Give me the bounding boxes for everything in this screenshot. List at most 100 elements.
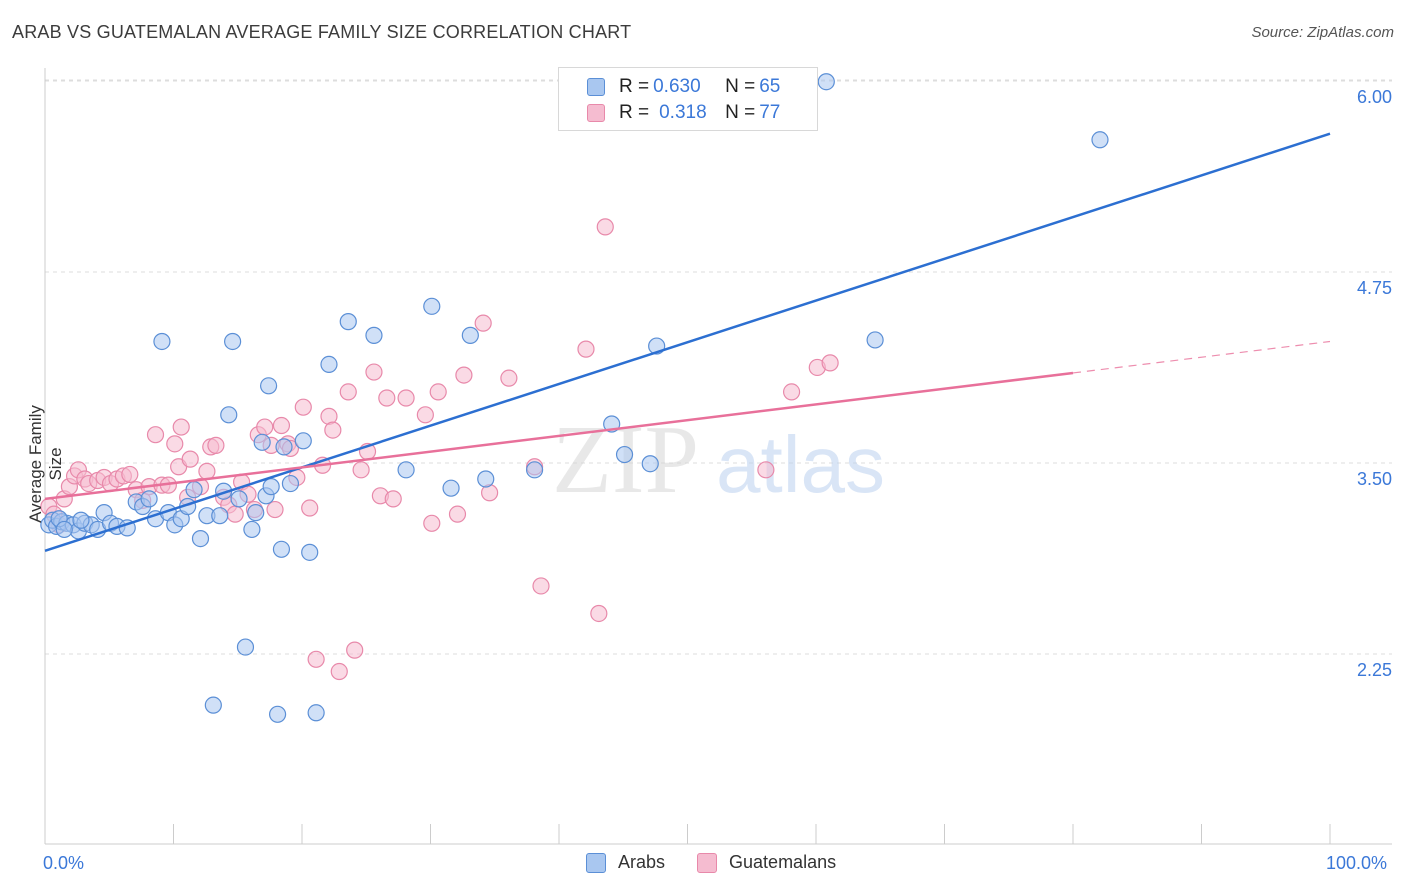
point-arabs [72,511,90,529]
point-guatemalans [146,426,165,444]
trendline-arabs [44,132,1331,553]
point-guatemalans [590,604,608,623]
point-guatemalans [455,366,473,384]
point-arabs [1091,131,1109,149]
point-guatemalans [226,505,244,523]
point-guatemalans [324,421,342,439]
r-label: R = [619,76,650,97]
stats-legend-row-guatemalans: R = 0.318 N = 77 [587,101,780,125]
stats-legend-row-arabs: R = 0.630 N = 65 [587,75,780,99]
point-guatemalans [577,340,595,358]
legend-label-arabs: Arabs [618,852,666,872]
trend-layer [44,132,1331,553]
point-guatemalans [198,462,216,480]
point-arabs [365,326,383,344]
legend-item-guatemalans[interactable]: Guatemalans [697,852,836,873]
trendline-guatemalans [44,371,1074,501]
n-label: N = [725,102,756,123]
y-tick-labels: 2.25 3.50 4.75 6.00 [1357,87,1392,680]
y-tick-label: 2.25 [1357,660,1392,680]
point-guatemalans [166,435,184,453]
point-guatemalans [448,505,467,523]
point-guatemalans [121,465,139,484]
x-tick-label-max: 100.0% [1326,853,1388,873]
point-guatemalans [266,500,284,519]
point-arabs [259,377,278,395]
point-guatemalans [821,354,839,372]
point-arabs [817,73,835,91]
point-arabs [307,704,325,722]
point-guatemalans [307,650,325,668]
guatemalans-swatch [587,104,605,122]
point-arabs [397,461,415,479]
point-arabs [204,696,222,714]
r-value: 0.318 [659,102,707,123]
point-guatemalans [181,450,199,468]
point-guatemalans [365,363,383,381]
point-arabs [866,331,884,349]
point-guatemalans [429,383,447,401]
r-value: 0.630 [653,76,701,97]
point-arabs [55,520,73,539]
point-arabs [253,433,271,451]
point-arabs [224,332,242,351]
legend-item-arabs[interactable]: Arabs [586,852,665,873]
point-guatemalans [294,398,312,416]
y-tick-label: 6.00 [1357,87,1392,107]
point-arabs [525,461,544,479]
point-guatemalans [339,383,357,401]
point-arabs [477,470,495,488]
y-tick-label: 3.50 [1357,469,1392,489]
point-guatemalans [423,514,441,532]
stats-legend: R = 0.630 N = 65 R = 0.318 N = 77 [558,67,818,131]
legend-label-guatemalans: Guatemalans [729,852,837,872]
point-guatemalans [352,461,370,479]
point-guatemalans [207,436,225,454]
point-guatemalans [500,369,518,387]
point-arabs [461,326,479,344]
watermark-atlas: atlas [716,420,885,509]
series-legend: Arabs Guatemalans [586,852,868,873]
point-arabs [153,332,171,351]
grid-layer [45,79,1392,655]
n-value: 65 [759,76,781,97]
x-tick-label-min: 0.0% [43,853,85,873]
point-guatemalans [272,416,291,435]
point-arabs [220,406,238,424]
point-guatemalans [757,461,775,479]
point-arabs [275,438,293,456]
point-guatemalans [416,406,434,424]
point-guatemalans [384,490,402,508]
arabs-swatch [587,78,605,96]
axis-layer [44,68,1392,845]
point-arabs [281,474,300,493]
point-arabs [230,490,248,508]
point-guatemalans [346,641,364,659]
point-arabs [268,705,287,723]
point-guatemalans [397,389,415,407]
point-arabs [185,481,203,499]
point-arabs [423,297,441,315]
point-guatemalans [256,418,274,436]
point-guatemalans [532,577,550,595]
point-arabs [301,543,319,561]
n-value: 77 [759,102,781,123]
n-label: N = [725,76,756,97]
point-arabs [191,529,210,548]
y-axis-label: Average Family Size [26,405,65,523]
point-arabs [641,455,659,473]
r-label: R = [619,102,650,123]
trendline-extension-guatemalans [1072,340,1331,374]
point-arabs [236,638,255,656]
point-guatemalans [378,389,396,407]
y-tick-label: 4.75 [1357,278,1392,298]
watermark: ZIP atlas [552,406,885,514]
point-arabs [442,479,460,497]
point-guatemalans [172,418,190,436]
points-layer [40,73,1109,723]
point-arabs [339,313,357,331]
point-arabs [294,432,312,450]
point-guatemalans [330,662,348,681]
chart-title: ARAB VS GUATEMALAN AVERAGE FAMILY SIZE C… [12,22,632,42]
